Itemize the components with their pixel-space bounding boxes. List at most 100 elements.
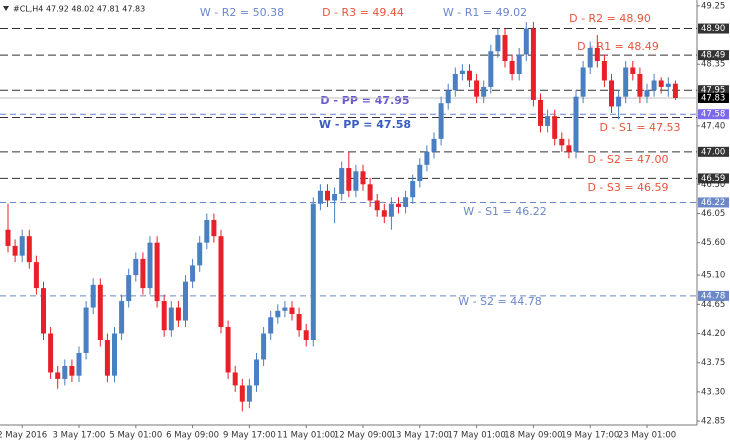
candle-body <box>672 83 678 98</box>
candle-body <box>452 73 458 91</box>
annotation: W - R2 = 50.38 <box>200 6 284 19</box>
chart-header: #CL,H4 47.92 48.02 47.81 47.83 <box>13 5 145 14</box>
collapse-icon[interactable] <box>3 6 9 11</box>
level-tag <box>698 290 729 301</box>
candle-body <box>431 138 437 152</box>
level-tag-label: 47.95 <box>701 86 725 96</box>
candle-body <box>381 210 387 217</box>
candle-body <box>154 242 160 302</box>
candle-body <box>211 219 217 237</box>
candle-body <box>353 171 359 191</box>
candle-body <box>523 28 529 55</box>
candle-body <box>332 194 338 201</box>
level-tag-label: 46.22 <box>701 198 725 208</box>
candle-body <box>282 307 288 311</box>
candle-body <box>239 385 245 402</box>
candle-body <box>55 372 61 379</box>
candle-body <box>41 288 46 334</box>
candle-body <box>168 307 174 331</box>
candle-body <box>601 60 607 81</box>
candle-body <box>374 200 380 211</box>
candle-body <box>275 310 281 318</box>
candle-body <box>303 330 309 340</box>
x-tick-label: 23 May 01:00 <box>618 431 676 441</box>
candle-body <box>346 168 352 191</box>
candle-body <box>197 242 203 266</box>
candle-body <box>5 229 11 246</box>
candle-body <box>126 275 132 302</box>
candle-body <box>112 333 117 376</box>
y-tick-label: 48.35 <box>701 60 725 70</box>
candle-body <box>119 301 125 334</box>
candle-body <box>403 197 409 207</box>
candle-body <box>651 80 657 91</box>
x-tick-label: 9 May 17:00 <box>223 431 276 441</box>
y-tick-label: 44.20 <box>701 329 725 339</box>
level-tag <box>698 146 729 157</box>
candle-body <box>573 96 579 152</box>
x-tick-label: 5 May 01:00 <box>109 431 162 441</box>
candle-body <box>360 171 366 185</box>
candle-body <box>76 352 82 376</box>
candle-body <box>623 67 629 97</box>
candle-body <box>587 48 593 68</box>
candle-body <box>474 80 480 97</box>
x-tick-label: 2 May 2016 <box>0 431 47 441</box>
level-tag <box>698 23 729 34</box>
level-tag-label: 48.90 <box>701 24 725 34</box>
y-tick-label: 45.60 <box>701 238 725 248</box>
candle-body <box>33 262 39 289</box>
candle-body <box>459 70 465 74</box>
candle-body <box>445 90 451 104</box>
level-tag-label: 46.59 <box>701 174 725 184</box>
current-price-label: 47.83 <box>701 93 725 103</box>
y-tick-label: 44.65 <box>701 300 725 310</box>
candle-body <box>644 90 650 97</box>
level-label: W - S2 = 44.78 <box>458 295 542 308</box>
level-tag-label: 47.00 <box>701 147 725 157</box>
x-tick-label: 3 May 17:00 <box>53 431 106 441</box>
candle-body <box>232 372 238 386</box>
candle-body <box>580 67 586 97</box>
candle-body <box>502 35 508 61</box>
y-tick-label: 49.25 <box>701 1 725 11</box>
candle-body <box>410 181 416 198</box>
candle-body <box>183 281 188 321</box>
y-tick-label: 46.50 <box>701 180 725 190</box>
y-tick-label: 43.30 <box>701 387 725 397</box>
candle-body <box>417 164 423 182</box>
candle-body <box>488 51 494 87</box>
candle-body <box>367 184 373 201</box>
candle-body <box>19 236 25 256</box>
x-tick-label: 6 May 09:00 <box>166 431 219 441</box>
candle-body <box>161 301 167 331</box>
candle-body <box>225 327 231 373</box>
x-tick-label: 18 May 09:00 <box>504 431 562 441</box>
level-label: D - R2 = 48.90 <box>569 12 651 25</box>
candle-body <box>261 333 267 360</box>
level-tag-label: 48.49 <box>701 51 725 61</box>
candle-body <box>12 245 18 256</box>
level-tag <box>698 85 729 96</box>
candle-body <box>204 219 210 243</box>
level-tag <box>698 50 729 61</box>
candle-body <box>218 236 224 328</box>
candle-body <box>545 116 551 126</box>
x-tick-label: 12 May 09:00 <box>334 431 392 441</box>
candle-body <box>175 307 181 321</box>
candle-body <box>310 203 316 340</box>
candle-body <box>246 385 252 402</box>
candle-body <box>594 48 600 61</box>
y-tick-label: 45.10 <box>701 271 725 281</box>
candle-body <box>104 340 110 376</box>
candle-body <box>516 54 522 74</box>
candle-body <box>140 258 146 289</box>
y-tick-label: 43.75 <box>701 358 725 368</box>
candle-body <box>609 80 614 107</box>
candle-body <box>424 151 430 165</box>
candle-body <box>438 103 444 139</box>
level-label: W - PP = 47.58 <box>319 118 411 131</box>
candle-body <box>48 333 54 373</box>
annotation: D - R3 = 49.44 <box>322 6 404 19</box>
